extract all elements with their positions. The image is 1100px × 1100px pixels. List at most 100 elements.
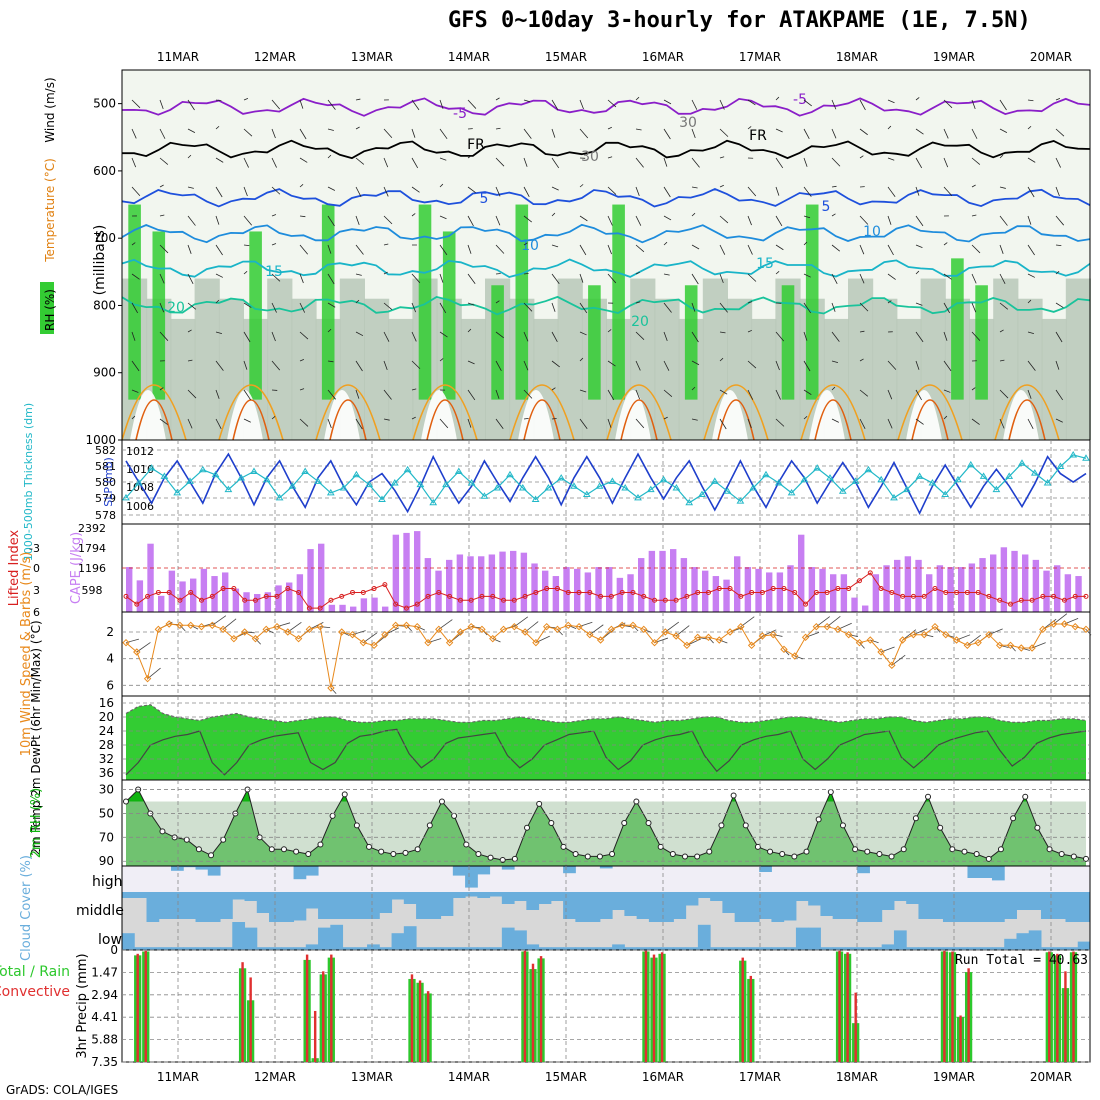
upper-air-wind-barb [355, 186, 362, 197]
middle-cloud-bar [538, 892, 552, 904]
upper-air-wind-barb [803, 389, 812, 395]
middle-cloud-bar [428, 892, 442, 919]
lifted-index-marker [662, 597, 668, 603]
high-cloud-bar [967, 866, 981, 878]
lifted-index-marker [684, 593, 690, 599]
warm-isotherm [897, 384, 963, 441]
thickness-marker [454, 467, 463, 474]
precip-legend-total: Total / Rain [0, 964, 70, 980]
wind-speed-marker [704, 633, 713, 642]
upper-air-wind-barb [467, 328, 472, 333]
precip-convective-bar [330, 954, 333, 1062]
cape-bar [1022, 554, 1029, 612]
upper-air-wind-barb [775, 389, 781, 400]
cape-bar [296, 574, 304, 612]
upper-air-wind-barb [467, 302, 475, 306]
precip-convective-bar [741, 957, 744, 1062]
middle-cloud-bar [489, 892, 503, 897]
upper-air-wind-barb [579, 128, 589, 139]
precip-tick-label: 1.47 [91, 965, 118, 979]
upper-air-wind-barb [887, 389, 893, 400]
upper-air-wind-barb [439, 244, 448, 256]
warm-isotherm [509, 384, 575, 441]
wind-speed-marker [143, 674, 152, 683]
precip-convective-bar [749, 975, 753, 1062]
wind-barb [406, 625, 412, 632]
cape-bar [286, 582, 293, 612]
rh2m-marker [985, 855, 992, 862]
rh2m-marker [487, 854, 494, 861]
upper-air-wind-barb [887, 300, 892, 304]
cape-bar [574, 568, 581, 612]
upper-air-wind-barb [803, 215, 811, 219]
lifted-index-marker [997, 597, 1003, 603]
cape-bar [670, 549, 677, 612]
cape-bar [787, 565, 794, 612]
upper-air-wind-barb [663, 360, 670, 371]
precip-convective-bar [652, 954, 656, 1062]
upper-air-wind-barb [327, 244, 332, 254]
wind-speed-marker [596, 636, 605, 644]
upper-air-wind-barb [943, 157, 949, 168]
upper-air-wind-barb [523, 128, 532, 139]
thickness-marker [339, 483, 348, 491]
rh2m-marker [341, 791, 348, 798]
upper-air-wind-barb [999, 154, 1004, 159]
middle-cloud-bar [832, 892, 846, 919]
middle-cloud-bar [477, 892, 491, 898]
upper-air-wind-barb [243, 270, 248, 275]
thickness-marker [582, 490, 591, 498]
wind-speed-marker [370, 641, 378, 650]
upper-air-wind-barb [635, 215, 642, 226]
low-cloud-bar [844, 947, 858, 950]
wind-barb [665, 621, 680, 633]
upper-air-wind-barb [831, 273, 838, 285]
upper-air-wind-barb [523, 272, 529, 275]
precip-convective-bar [846, 952, 849, 1062]
wind-speed-marker [715, 636, 723, 644]
isotherm-label: -5 [453, 106, 467, 122]
cape-bar [158, 595, 165, 612]
upper-air-wind-barb [299, 183, 304, 188]
thickness-marker [1005, 472, 1014, 479]
bottom-day-label: 19MAR [933, 1070, 975, 1084]
lifted-index-marker [123, 593, 129, 599]
thickness-marker [173, 488, 182, 496]
upper-air-wind-barb [803, 186, 812, 197]
thickness-tick-label: 581 [95, 460, 116, 473]
upper-air-wind-barb [887, 215, 892, 225]
wind-speed-marker [931, 622, 939, 631]
lifted-index-marker [134, 601, 140, 607]
upper-air-wind-barb [971, 184, 976, 188]
cloud-row-label: middle [76, 903, 124, 919]
upper-air-wind-barb [411, 128, 416, 138]
upper-air-wind-barb [327, 389, 336, 400]
wind-speed-marker [230, 634, 238, 643]
cape-bar [190, 578, 197, 612]
upper-air-wind-barb [467, 418, 472, 428]
wind-speed-marker [909, 630, 918, 639]
upper-air-wind-barb [411, 416, 416, 420]
upper-air-wind-barb [1055, 270, 1060, 275]
low-cloud-bar [587, 947, 601, 950]
upper-air-wind-barb [215, 125, 220, 130]
middle-cloud-bar [869, 892, 883, 922]
upper-air-wind-barb [327, 418, 332, 429]
lifted-index-ylabel: Lifted Index [7, 529, 22, 606]
lifted-index-marker [360, 589, 366, 595]
cape-bar [446, 559, 453, 612]
upper-air-wind-barb [859, 418, 866, 429]
rh2m-marker [524, 824, 531, 831]
cape-bar [1032, 559, 1040, 612]
rh2m-marker [997, 846, 1004, 853]
rh2m-marker [451, 812, 458, 819]
lifted-index-marker [306, 605, 312, 611]
upper-air-wind-barb [635, 301, 641, 304]
lifted-index-marker [522, 593, 528, 599]
rh2m-marker [694, 853, 701, 860]
wind-barb [848, 634, 858, 637]
upper-air-ylabel: (millibars) [92, 225, 108, 296]
thickness-marker [1056, 462, 1065, 469]
upper-air-wind-barb [943, 331, 948, 341]
cape-bar [648, 550, 656, 612]
